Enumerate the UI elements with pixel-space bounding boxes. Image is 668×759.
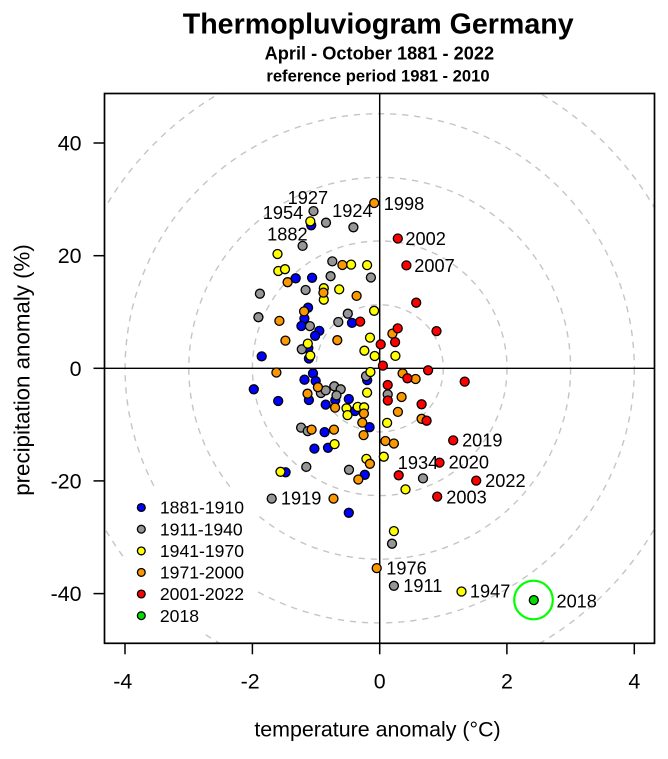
svg-text:precipitation anomaly (%): precipitation anomaly (%)	[10, 244, 35, 496]
svg-text:-4: -4	[113, 670, 132, 694]
svg-text:1934: 1934	[398, 453, 438, 473]
svg-text:1971-2000: 1971-2000	[160, 563, 244, 583]
svg-text:40: 40	[58, 132, 82, 156]
svg-text:2007: 2007	[414, 256, 454, 276]
svg-text:-20: -20	[51, 469, 82, 493]
svg-text:-2: -2	[241, 670, 260, 694]
svg-text:1954: 1954	[263, 203, 303, 223]
svg-text:2018: 2018	[556, 592, 596, 612]
svg-text:2003: 2003	[446, 488, 486, 508]
svg-text:0: 0	[70, 357, 82, 381]
svg-text:1882: 1882	[267, 225, 307, 245]
svg-text:April - October 1881 - 2022: April - October 1881 - 2022	[265, 44, 494, 64]
svg-text:2002: 2002	[405, 229, 445, 249]
svg-text:1881-1910: 1881-1910	[160, 498, 244, 518]
svg-text:1919: 1919	[281, 489, 321, 509]
svg-text:4: 4	[628, 670, 640, 694]
svg-text:2018: 2018	[160, 606, 199, 626]
svg-text:2001-2022: 2001-2022	[160, 584, 244, 604]
svg-text:20: 20	[58, 244, 82, 268]
svg-text:2019: 2019	[462, 431, 502, 451]
svg-text:0: 0	[374, 670, 386, 694]
svg-text:2020: 2020	[449, 453, 489, 473]
svg-text:1911-1940: 1911-1940	[160, 519, 243, 539]
svg-text:2: 2	[501, 670, 513, 694]
svg-text:Thermopluviogram Germany: Thermopluviogram Germany	[183, 9, 574, 41]
svg-text:1941-1970: 1941-1970	[160, 541, 244, 561]
svg-text:1911: 1911	[403, 576, 442, 596]
svg-text:1947: 1947	[470, 581, 510, 601]
svg-text:temperature anomaly (°C): temperature anomaly (°C)	[254, 718, 500, 742]
svg-text:reference period 1981 - 2010: reference period 1981 - 2010	[266, 67, 489, 86]
svg-text:-40: -40	[51, 582, 82, 606]
svg-text:2022: 2022	[485, 471, 525, 491]
svg-text:1924: 1924	[332, 201, 372, 221]
svg-text:1998: 1998	[384, 194, 424, 214]
